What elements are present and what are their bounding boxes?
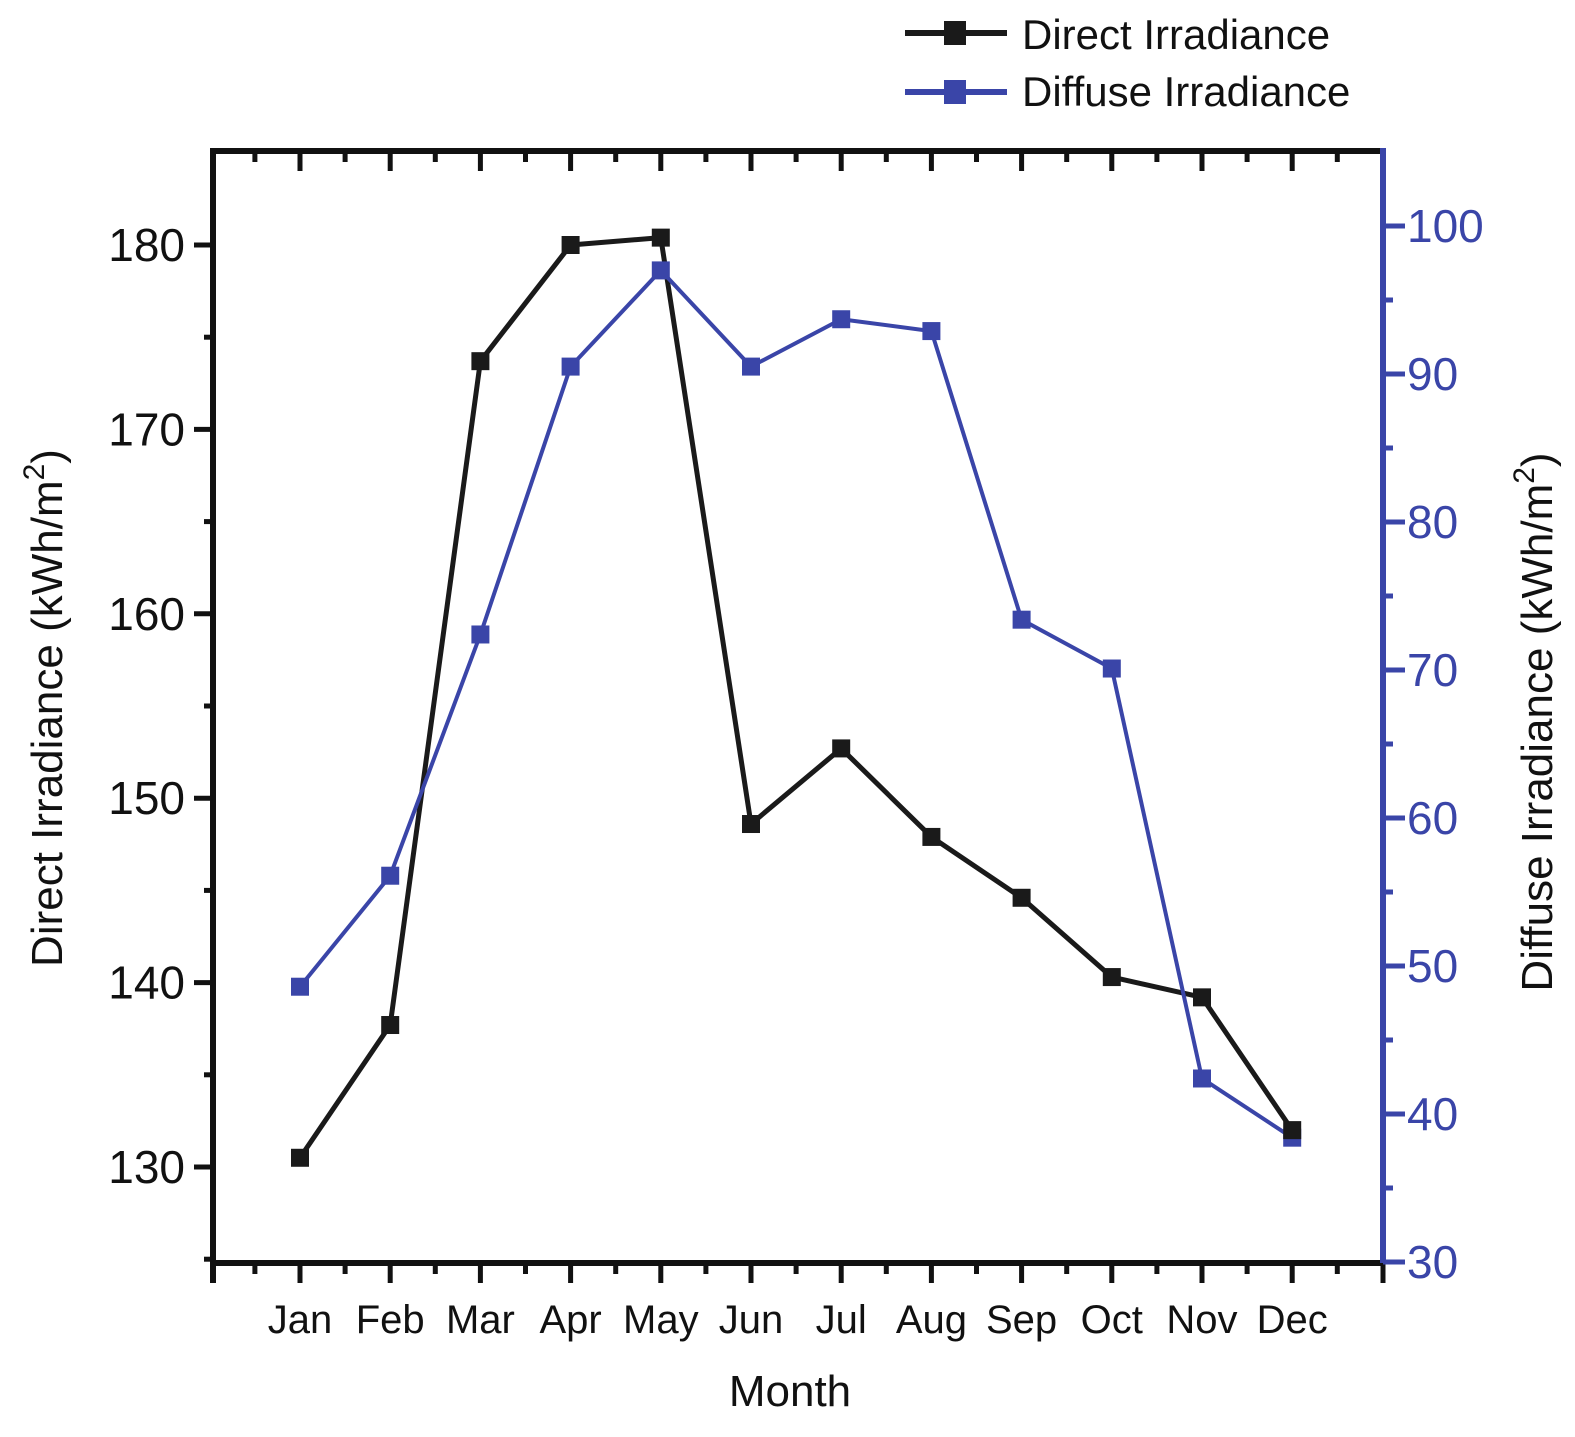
point-diffuse-irradiance-nov (1193, 1069, 1211, 1088)
x-tick-label-jun: Jun (719, 1298, 784, 1342)
right-tick-label: 80 (1407, 496, 1458, 548)
legend-marker-direct (944, 21, 966, 45)
x-tick-label-nov: Nov (1166, 1298, 1237, 1342)
point-direct-irradiance-dec (1283, 1121, 1302, 1140)
point-diffuse-irradiance-oct (1102, 659, 1121, 678)
series-layer (297, 235, 1295, 1160)
point-diffuse-irradiance-sep (1012, 610, 1031, 629)
right-axis-title-close: ) (1513, 452, 1562, 467)
series-line-direct-irradiance (297, 235, 1295, 1160)
point-diffuse-irradiance-jul (832, 310, 851, 329)
x-tick-label-feb: Feb (356, 1298, 425, 1342)
legend-label-direct: Direct Irradiance (1022, 11, 1330, 58)
left-axis-title-main: Direct Irradiance (kWh/m (23, 480, 72, 967)
left-tick-label: 130 (108, 1141, 185, 1193)
x-tick-label-jan: Jan (268, 1298, 333, 1342)
right-axis-title: Diffuse Irradiance (kWh/m2) (1508, 452, 1562, 991)
x-tick-label-may: May (623, 1298, 699, 1342)
right-tick-label: 70 (1407, 644, 1458, 696)
left-tick-label: 150 (108, 772, 185, 824)
legend-entry-direct: Direct Irradiance (905, 11, 1330, 58)
series-line-diffuse-irradiance (298, 268, 1294, 1140)
x-tick-label-oct: Oct (1081, 1298, 1143, 1342)
markers-layer (291, 228, 1302, 1167)
left-axis-title-sup: 2 (18, 464, 51, 481)
legend-entry-diffuse: Diffuse Irradiance (905, 68, 1350, 115)
point-direct-irradiance-jun (742, 815, 760, 834)
point-diffuse-irradiance-jun (742, 357, 760, 376)
legend-label-diffuse: Diffuse Irradiance (1022, 68, 1350, 115)
right-axis-title-main: Diffuse Irradiance (kWh/m (1513, 484, 1562, 992)
legend-marker-diffuse (944, 80, 966, 104)
left-axis-title-close: ) (23, 449, 72, 464)
right-tick-label: 90 (1407, 348, 1458, 400)
point-direct-irradiance-sep (1012, 888, 1031, 907)
right-tick-label: 100 (1407, 200, 1484, 252)
point-diffuse-irradiance-may (651, 261, 670, 280)
point-direct-irradiance-jul (832, 739, 851, 758)
point-diffuse-irradiance-aug (922, 322, 941, 341)
x-tick-label-dec: Dec (1257, 1298, 1328, 1342)
point-direct-irradiance-feb (381, 1016, 400, 1035)
point-diffuse-irradiance-mar (471, 625, 490, 644)
left-tick-label: 180 (108, 219, 185, 271)
point-direct-irradiance-aug (922, 827, 941, 846)
legend: Direct Irradiance Diffuse Irradiance (905, 11, 1350, 115)
point-diffuse-irradiance-feb (381, 866, 400, 885)
point-diffuse-irradiance-jan (291, 977, 309, 996)
point-direct-irradiance-mar (471, 352, 490, 371)
left-axis-title: Direct Irradiance (kWh/m2) (18, 449, 72, 967)
x-tick-label-apr: Apr (539, 1298, 601, 1342)
right-tick-label: 50 (1407, 940, 1458, 992)
right-axis-title-sup: 2 (1508, 467, 1541, 484)
x-tick-label-aug: Aug (896, 1298, 967, 1342)
left-tick-label: 170 (108, 403, 185, 455)
x-tick-label-jul: Jul (816, 1298, 867, 1342)
left-tick-label: 160 (108, 588, 185, 640)
left-tick-label: 140 (108, 957, 185, 1009)
point-direct-irradiance-jan (291, 1148, 309, 1167)
right-tick-label: 40 (1407, 1088, 1458, 1140)
axes: Jan Feb Mar Apr May Jun Jul Aug Sep Oct Nov Dec 130 1… (108, 148, 1484, 1342)
point-direct-irradiance-apr (561, 236, 580, 254)
right-tick-label: 60 (1407, 792, 1458, 844)
x-tick-label-mar: Mar (446, 1298, 515, 1342)
point-direct-irradiance-may (651, 228, 670, 247)
point-diffuse-irradiance-apr (561, 357, 580, 376)
point-direct-irradiance-nov (1193, 988, 1211, 1007)
x-tick-label-sep: Sep (986, 1298, 1057, 1342)
right-tick-label: 30 (1407, 1236, 1458, 1288)
point-direct-irradiance-oct (1102, 968, 1121, 987)
x-axis-title: Month (729, 1367, 851, 1416)
